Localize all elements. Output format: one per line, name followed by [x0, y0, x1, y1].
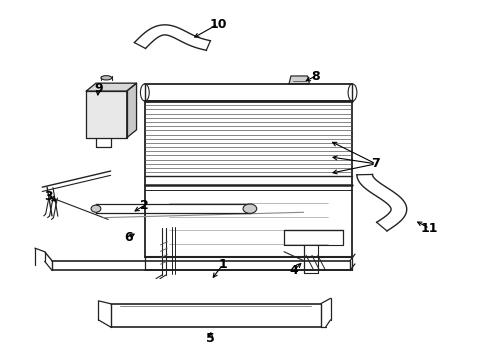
- Text: 9: 9: [94, 82, 103, 95]
- Text: 4: 4: [290, 264, 298, 277]
- Ellipse shape: [101, 76, 112, 80]
- Text: 5: 5: [206, 332, 215, 345]
- Polygon shape: [289, 76, 310, 84]
- Text: 8: 8: [312, 69, 320, 82]
- Text: 10: 10: [209, 18, 227, 31]
- Text: 2: 2: [141, 199, 149, 212]
- Polygon shape: [86, 91, 127, 138]
- Text: 3: 3: [44, 190, 53, 203]
- Polygon shape: [86, 83, 137, 91]
- Ellipse shape: [243, 204, 257, 213]
- Ellipse shape: [91, 205, 101, 212]
- Text: 7: 7: [371, 157, 380, 170]
- Text: 11: 11: [421, 222, 439, 235]
- Text: 1: 1: [219, 258, 227, 271]
- Polygon shape: [127, 83, 137, 138]
- Text: 6: 6: [124, 231, 133, 244]
